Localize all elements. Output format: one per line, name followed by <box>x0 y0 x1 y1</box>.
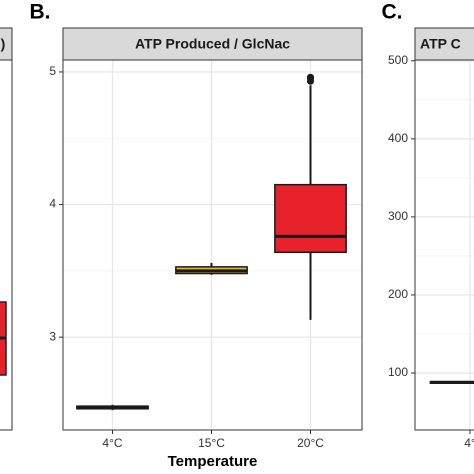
panel-border <box>0 59 13 431</box>
strip-bg <box>62 27 363 61</box>
y-tick-label: 200 <box>388 287 408 301</box>
y-tick-label: 500 <box>388 53 408 67</box>
box <box>274 183 347 254</box>
y-tick-label: 4 <box>49 197 56 211</box>
outlier <box>307 73 314 81</box>
panel-border <box>62 59 363 431</box>
strip-title: ATP Produced / GlcNac <box>135 36 290 52</box>
x-tick-label: 4° <box>464 436 474 450</box>
strip-title: ATP C <box>420 36 461 52</box>
strip-bg <box>414 27 474 61</box>
strip-title: ) <box>1 36 6 52</box>
y-tick-label: 100 <box>388 365 408 379</box>
plot-bg <box>415 60 474 430</box>
x-tick-label: 20°C <box>297 436 324 450</box>
x-tick-label: 4°C <box>102 436 122 450</box>
y-tick-label: 3 <box>49 329 56 343</box>
panel-label: C. <box>382 1 403 24</box>
x-axis-label: Temperature <box>168 453 258 470</box>
y-tick-label: 5 <box>49 64 56 78</box>
y-tick-label: 300 <box>388 209 408 223</box>
x-tick-label: 15°C <box>198 436 225 450</box>
y-tick-label: 400 <box>388 131 408 145</box>
panel-border <box>414 59 474 431</box>
panel-label: B. <box>30 1 51 24</box>
